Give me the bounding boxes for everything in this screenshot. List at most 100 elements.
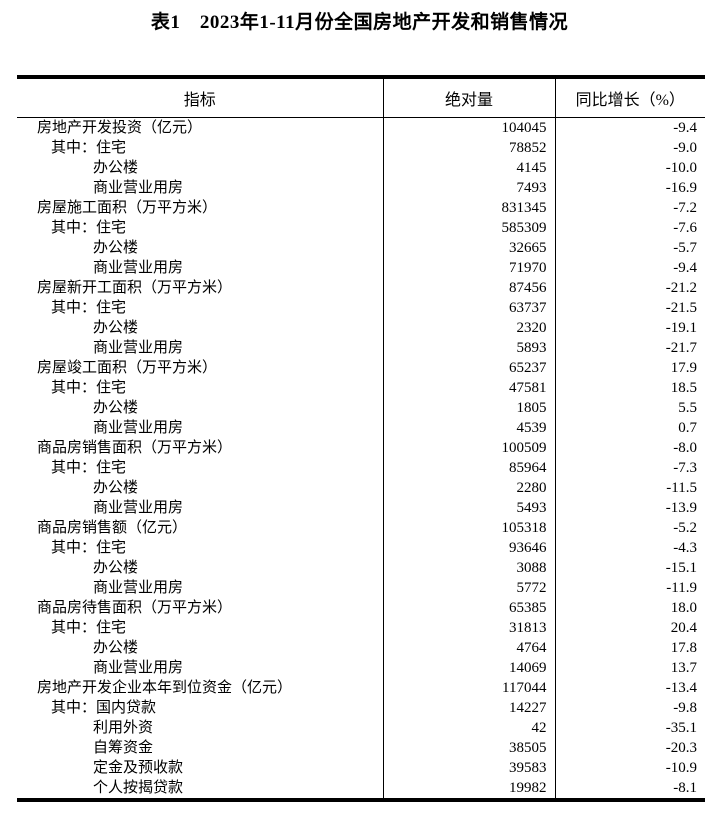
- indicator-cell: 商业营业用房: [93, 500, 184, 516]
- col-header-indicator: 指标: [17, 77, 383, 118]
- yoy-growth-cell: -7.3: [554, 458, 705, 478]
- table-row: 办公楼 32665 -5.7: [17, 238, 705, 258]
- indicator-cell: 其中：住宅: [51, 540, 127, 556]
- table-title: 表1 2023年1-11月份全国房地产开发和销售情况: [150, 12, 569, 33]
- real-estate-stats-table: 指标 绝对量 同比增长（%） 房地产开发投资（亿元） 104045 -9.4 其中：住…: [17, 75, 705, 802]
- yoy-growth-cell: -4.3: [554, 538, 705, 558]
- yoy-growth-cell: -5.7: [554, 238, 705, 258]
- absolute-value-cell: 78852: [382, 138, 555, 158]
- indicator-cell: 其中：住宅: [51, 300, 127, 316]
- header-row: 指标 绝对量 同比增长（%）: [17, 77, 705, 118]
- absolute-value-cell: 4539: [382, 418, 555, 438]
- indicator-cell: 其中：国内贷款: [51, 700, 157, 716]
- absolute-value-cell: 5493: [382, 498, 555, 518]
- absolute-value-cell: 42: [382, 718, 555, 738]
- indicator-cell: 其中：住宅: [51, 460, 127, 476]
- table-row: 其中：住宅 85964 -7.3: [17, 458, 705, 478]
- indicator-cell: 办公楼: [93, 160, 139, 176]
- table-row: 办公楼 2320 -19.1: [17, 318, 705, 338]
- yoy-growth-cell: -13.4: [554, 678, 705, 698]
- absolute-value-cell: 32665: [382, 238, 555, 258]
- absolute-value-cell: 63737: [382, 298, 555, 318]
- yoy-growth-cell: -10.0: [554, 158, 705, 178]
- table-row: 商业营业用房 5893 -21.7: [17, 338, 705, 358]
- yoy-growth-cell: -8.1: [554, 778, 705, 800]
- table-row: 商品房销售额（亿元） 105318 -5.2: [17, 518, 705, 538]
- yoy-growth-cell: 0.7: [554, 418, 705, 438]
- table-body: 房地产开发投资（亿元） 104045 -9.4 其中：住宅 78852 -9.0 办公楼 41…: [17, 117, 705, 800]
- table-row: 定金及预收款 39583 -10.9: [17, 758, 705, 778]
- indicator-cell: 商业营业用房: [93, 340, 184, 356]
- absolute-value-cell: 100509: [382, 438, 555, 458]
- indicator-cell: 商业营业用房: [93, 580, 184, 596]
- yoy-growth-cell: -20.3: [554, 738, 705, 758]
- table-row: 办公楼 3088 -15.1: [17, 558, 705, 578]
- absolute-value-cell: 93646: [382, 538, 555, 558]
- yoy-growth-cell: 5.5: [554, 398, 705, 418]
- table-row: 其中：住宅 93646 -4.3: [17, 538, 705, 558]
- absolute-value-cell: 105318: [382, 518, 555, 538]
- table-row: 个人按揭贷款 19982 -8.1: [17, 778, 705, 800]
- table-row: 房地产开发企业本年到位资金（亿元） 117044 -13.4: [17, 678, 705, 698]
- indicator-cell: 房地产开发企业本年到位资金（亿元）: [37, 680, 293, 696]
- yoy-growth-cell: -16.9: [554, 178, 705, 198]
- table-row: 其中：住宅 585309 -7.6: [17, 218, 705, 238]
- col-header-absolute-value: 绝对量: [382, 77, 555, 118]
- table-row: 房屋竣工面积（万平方米） 65237 17.9: [17, 358, 705, 378]
- indicator-cell: 商业营业用房: [93, 260, 184, 276]
- col-header-yoy-growth: 同比增长（%）: [554, 77, 705, 118]
- yoy-growth-cell: -9.8: [554, 698, 705, 718]
- yoy-growth-cell: 17.9: [554, 358, 705, 378]
- absolute-value-cell: 65385: [382, 598, 555, 618]
- indicator-cell: 办公楼: [93, 320, 139, 336]
- indicator-cell: 其中：住宅: [51, 620, 127, 636]
- table-row: 商品房待售面积（万平方米） 65385 18.0: [17, 598, 705, 618]
- absolute-value-cell: 71970: [382, 258, 555, 278]
- yoy-growth-cell: -9.4: [554, 117, 705, 138]
- absolute-value-cell: 2320: [382, 318, 555, 338]
- yoy-growth-cell: -35.1: [554, 718, 705, 738]
- yoy-growth-cell: -9.4: [554, 258, 705, 278]
- absolute-value-cell: 14069: [382, 658, 555, 678]
- absolute-value-cell: 3088: [382, 558, 555, 578]
- table-row: 其中：住宅 78852 -9.0: [17, 138, 705, 158]
- absolute-value-cell: 5893: [382, 338, 555, 358]
- absolute-value-cell: 5772: [382, 578, 555, 598]
- table-row: 其中：住宅 47581 18.5: [17, 378, 705, 398]
- absolute-value-cell: 85964: [382, 458, 555, 478]
- indicator-cell: 办公楼: [93, 480, 139, 496]
- table-row: 其中：国内贷款 14227 -9.8: [17, 698, 705, 718]
- table-row: 商业营业用房 71970 -9.4: [17, 258, 705, 278]
- yoy-growth-cell: 18.5: [554, 378, 705, 398]
- yoy-growth-cell: -10.9: [554, 758, 705, 778]
- table-row: 利用外资 42 -35.1: [17, 718, 705, 738]
- absolute-value-cell: 4145: [382, 158, 555, 178]
- indicator-cell: 商品房待售面积（万平方米）: [37, 600, 233, 616]
- yoy-growth-cell: -7.6: [554, 218, 705, 238]
- indicator-cell: 办公楼: [93, 560, 139, 576]
- indicator-cell: 房屋施工面积（万平方米）: [37, 200, 218, 216]
- table-row: 办公楼 2280 -11.5: [17, 478, 705, 498]
- yoy-growth-cell: -19.1: [554, 318, 705, 338]
- indicator-cell: 商业营业用房: [93, 420, 184, 436]
- yoy-growth-cell: -13.9: [554, 498, 705, 518]
- table-row: 商品房销售面积（万平方米） 100509 -8.0: [17, 438, 705, 458]
- indicator-cell: 自筹资金: [93, 740, 154, 756]
- yoy-growth-cell: -5.2: [554, 518, 705, 538]
- table-row: 其中：住宅 31813 20.4: [17, 618, 705, 638]
- yoy-growth-cell: 13.7: [554, 658, 705, 678]
- absolute-value-cell: 831345: [382, 198, 555, 218]
- table-row: 办公楼 4145 -10.0: [17, 158, 705, 178]
- indicator-cell: 办公楼: [93, 640, 139, 656]
- absolute-value-cell: 14227: [382, 698, 555, 718]
- indicator-cell: 商品房销售额（亿元）: [37, 520, 188, 536]
- indicator-cell: 定金及预收款: [93, 760, 184, 776]
- yoy-growth-cell: -21.7: [554, 338, 705, 358]
- indicator-cell: 其中：住宅: [51, 380, 127, 396]
- indicator-cell: 个人按揭贷款: [93, 780, 184, 796]
- yoy-growth-cell: -7.2: [554, 198, 705, 218]
- absolute-value-cell: 87456: [382, 278, 555, 298]
- absolute-value-cell: 65237: [382, 358, 555, 378]
- absolute-value-cell: 1805: [382, 398, 555, 418]
- yoy-growth-cell: 18.0: [554, 598, 705, 618]
